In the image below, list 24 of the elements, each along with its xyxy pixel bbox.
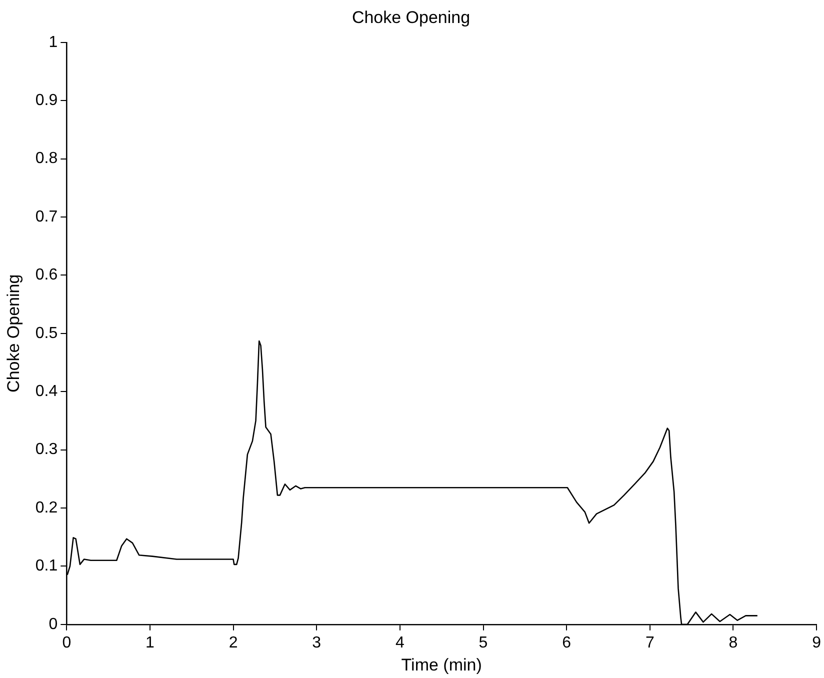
x-tick-label: 9 bbox=[812, 634, 822, 652]
x-tick-label: 2 bbox=[228, 634, 238, 652]
y-tick-label: 0.8 bbox=[35, 150, 58, 168]
y-tick-label: 1 bbox=[48, 34, 58, 51]
x-tick-label: 0 bbox=[62, 634, 72, 652]
y-tick-label: 0.3 bbox=[35, 441, 58, 458]
x-axis-title: Time (min) bbox=[401, 655, 482, 674]
y-tick-label: 0.5 bbox=[35, 324, 58, 342]
y-tick-label: 0.7 bbox=[35, 208, 58, 226]
chart-title: Choke Opening bbox=[352, 8, 470, 27]
y-tick-label: 0.6 bbox=[35, 266, 58, 284]
y-tick-label: 0.2 bbox=[35, 499, 58, 516]
x-tick-label: 8 bbox=[728, 634, 738, 652]
x-tick-label: 5 bbox=[478, 634, 488, 652]
x-tick-label: 4 bbox=[395, 634, 404, 652]
x-tick-label: 1 bbox=[146, 634, 155, 652]
x-tick-label: 7 bbox=[645, 634, 654, 652]
x-tick-label: 3 bbox=[312, 634, 322, 652]
y-tick-label: 0.1 bbox=[35, 558, 58, 575]
y-tick-label: 0.4 bbox=[35, 383, 58, 400]
x-tick-label: 6 bbox=[562, 634, 572, 652]
y-tick-label: 0.9 bbox=[35, 92, 58, 110]
y-tick-label: 0 bbox=[48, 616, 58, 633]
y-axis-title: Choke Opening bbox=[4, 274, 23, 392]
